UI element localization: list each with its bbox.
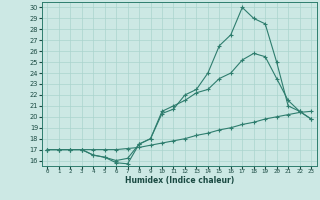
X-axis label: Humidex (Indice chaleur): Humidex (Indice chaleur) bbox=[124, 176, 234, 185]
